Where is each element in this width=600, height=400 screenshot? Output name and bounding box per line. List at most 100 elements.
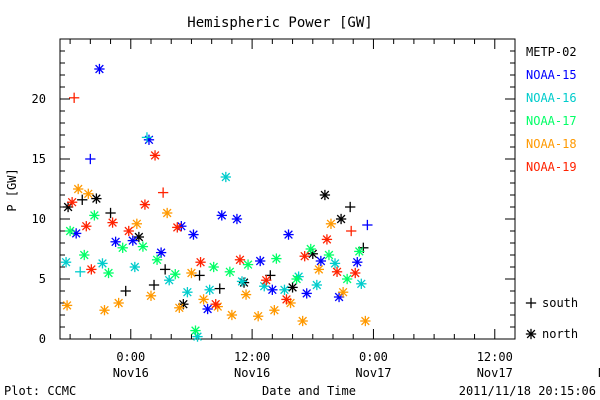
noaa-19-south-point — [157, 187, 169, 198]
metp-02-south-point — [160, 264, 171, 275]
metp-02-south-point — [105, 207, 116, 219]
noaa-18-north-point — [186, 267, 197, 279]
noaa-16-north-point — [97, 258, 108, 269]
noaa-19-north-point — [81, 221, 92, 232]
legend-noaa-16: NOAA-16 — [526, 91, 577, 105]
metp-02-north-point — [287, 282, 298, 293]
noaa-17-north-point — [117, 242, 128, 253]
x-tick-date: Nov16 — [113, 366, 149, 380]
metp-02-south-point — [345, 201, 356, 213]
x-tick-time: 0:00 — [359, 350, 388, 364]
noaa-15-north-point — [301, 288, 312, 299]
noaa-15-north-point — [94, 63, 105, 75]
noaa-17-north-point — [354, 246, 365, 257]
noaa-16-north-point — [279, 284, 290, 295]
noaa-18-north-point — [174, 302, 185, 313]
noaa-15-north-point — [267, 284, 278, 295]
noaa-17-north-point — [342, 273, 353, 285]
metp-02-south-point — [214, 283, 225, 294]
noaa-16-north-point — [236, 276, 248, 287]
noaa-19-north-point — [234, 254, 246, 265]
noaa-19-north-point — [195, 257, 206, 268]
noaa-17-north-point — [79, 249, 90, 261]
noaa-15-north-point — [255, 255, 266, 267]
x-axis: Date and Time 0:00 Nov16 12:00 Nov16 0:00 Nov… — [113, 350, 600, 398]
noaa-15-north-point — [127, 235, 138, 246]
noaa-19-north-point — [139, 199, 151, 210]
noaa-16-south-point — [75, 266, 86, 277]
noaa-19-north-point — [331, 266, 343, 277]
noaa-19-north-point — [66, 197, 78, 208]
metp-02-north-point — [62, 201, 74, 213]
x-tick-date: Nov17 — [355, 366, 391, 380]
plot-area — [59, 38, 516, 342]
x-tick-time: 12:00 — [234, 350, 270, 364]
y-tick-label: 10 — [32, 212, 46, 226]
legend-noaa-17: NOAA-17 — [526, 114, 577, 128]
noaa-19-north-point — [86, 264, 97, 275]
noaa-18-north-point — [360, 315, 371, 327]
noaa-17-north-point — [323, 249, 335, 261]
noaa-18-north-point — [313, 264, 324, 275]
y-tick-label: 20 — [32, 92, 46, 106]
noaa-17-north-point — [170, 269, 181, 280]
legend: METP-02 NOAA-15 NOAA-16 NOAA-17 NOAA-18 NOAA-… — [526, 45, 577, 174]
noaa-16-north-point — [311, 279, 322, 291]
noaa-18-north-point — [83, 188, 94, 199]
plot-timestamp: 2011/11/18 20:15:06 — [459, 384, 596, 398]
legend-noaa-19: NOAA-19 — [526, 160, 577, 174]
y-tick-label: 0 — [39, 332, 46, 346]
noaa-18-north-point — [269, 305, 280, 316]
metp-02-north-point — [91, 193, 102, 204]
noaa-17-north-point — [190, 325, 201, 336]
noaa-16-north-point — [182, 287, 193, 298]
legend-marker-south — [525, 297, 537, 309]
y-tick-label: 15 — [32, 152, 46, 166]
plot-frame — [59, 38, 516, 340]
noaa-16-north-point — [356, 278, 367, 289]
legend-marker-label-south: south — [542, 296, 578, 310]
noaa-15-north-point — [352, 257, 363, 268]
data-points — [60, 63, 373, 342]
noaa-15-north-point — [110, 236, 121, 247]
noaa-18-north-point — [162, 207, 173, 219]
noaa-15-north-point — [315, 255, 327, 267]
noaa-17-north-point — [151, 254, 163, 265]
noaa-19-north-point — [281, 294, 292, 305]
x-tick-date: Nov18 — [598, 366, 600, 380]
legend-marker-north — [525, 328, 537, 340]
y-tick-label: 5 — [39, 272, 46, 286]
noaa-18-north-point — [240, 289, 252, 300]
noaa-17-north-point — [242, 259, 254, 270]
noaa-17-north-point — [89, 210, 100, 221]
noaa-15-north-point — [143, 134, 155, 145]
metp-02-south-point — [148, 279, 160, 291]
marker-legend: south north — [525, 296, 578, 341]
noaa-19-north-point — [321, 234, 333, 245]
noaa-18-north-point — [325, 218, 337, 229]
noaa-19-north-point — [261, 275, 272, 286]
noaa-19-north-point — [299, 251, 310, 262]
noaa-16-north-point — [329, 258, 341, 269]
noaa-17-north-point — [305, 243, 316, 255]
x-tick-date: Nov17 — [477, 366, 513, 380]
noaa-18-north-point — [297, 315, 308, 327]
noaa-15-north-point — [231, 213, 243, 225]
legend-metp-02: METP-02 — [526, 45, 577, 59]
noaa-19-south-point — [69, 92, 80, 103]
metp-02-south-point — [265, 270, 276, 281]
legend-noaa-15: NOAA-15 — [526, 68, 577, 82]
y-axis: P [GW] 0 5 10 15 20 — [5, 92, 46, 346]
noaa-19-north-point — [210, 299, 221, 310]
noaa-18-north-point — [131, 218, 142, 229]
noaa-15-north-point — [216, 210, 227, 221]
noaa-15-north-point — [188, 229, 199, 240]
plot-credit: Plot: CCMC — [4, 384, 76, 398]
noaa-16-north-point — [204, 284, 215, 295]
noaa-17-north-point — [224, 266, 236, 277]
noaa-18-north-point — [99, 305, 110, 316]
noaa-17-north-point — [64, 225, 76, 237]
x-tick-date: Nov16 — [234, 366, 270, 380]
metp-02-south-point — [120, 285, 131, 297]
metp-02-south-point — [194, 270, 205, 281]
